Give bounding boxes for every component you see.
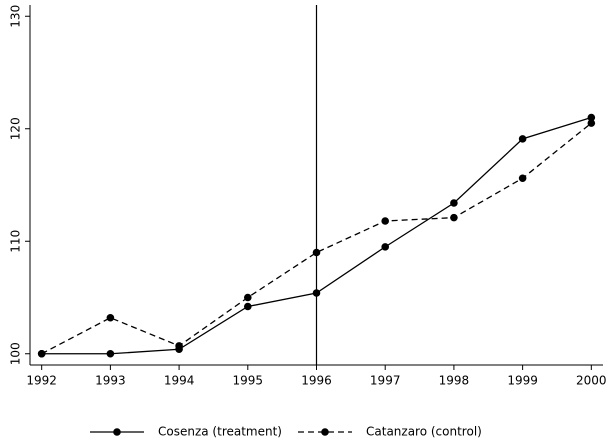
data-point (243, 302, 252, 311)
x-tick-label: 2000 (576, 374, 607, 388)
data-point (518, 135, 527, 143)
x-tick-label: 1999 (507, 374, 538, 388)
data-point (37, 349, 46, 358)
data-point (106, 349, 115, 358)
data-point (518, 174, 527, 183)
data-point (312, 289, 321, 297)
legend-label: Cosenza (treatment) (158, 425, 282, 439)
x-tick-label: 1993 (95, 374, 126, 388)
x-tick-label: 1998 (439, 374, 470, 388)
data-point (175, 342, 183, 350)
data-point (450, 199, 458, 207)
y-tick-label: 110 (9, 230, 23, 253)
data-point (450, 213, 458, 222)
series-line (41, 122, 592, 355)
y-tick-label: 120 (9, 117, 23, 140)
legend-marker (113, 428, 121, 436)
y-tick-label: 130 (9, 5, 23, 28)
legend-marker (321, 428, 329, 436)
data-point (381, 217, 390, 225)
legend-label: Catanzaro (control) (366, 425, 482, 439)
x-tick-label: 1992 (26, 374, 57, 388)
x-tick-label: 1996 (301, 374, 332, 388)
data-point (106, 313, 115, 322)
x-tick-label: 1995 (233, 374, 264, 388)
x-tick-label: 1994 (164, 374, 195, 388)
data-point (312, 248, 321, 257)
y-tick-label: 100 (9, 342, 23, 365)
data-point (381, 243, 390, 251)
data-point (243, 293, 252, 302)
data-point (587, 119, 596, 127)
data-point (587, 113, 596, 122)
x-tick-label: 1997 (370, 374, 401, 388)
